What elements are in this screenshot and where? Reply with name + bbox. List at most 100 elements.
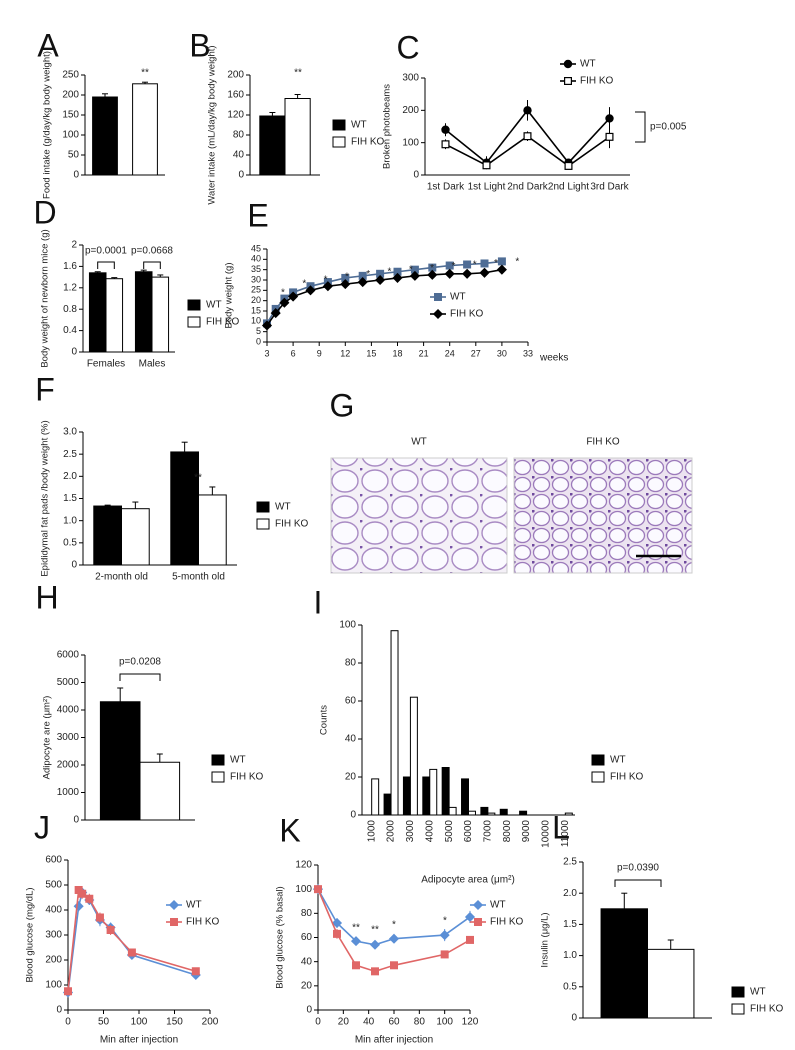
annotation: **: [352, 923, 360, 934]
y-tick-label: 0.5: [563, 981, 577, 992]
y-axis-label: Insulin (μg/L): [540, 912, 551, 967]
y-tick-label: 400: [45, 905, 62, 916]
annotation: *: [430, 263, 434, 274]
bar: [88, 272, 107, 353]
y-axis-label: Body weight of newborn mice (g): [40, 229, 51, 367]
annotation: *: [392, 920, 396, 931]
panel-letter: B: [189, 27, 210, 63]
y-tick-label: 45: [251, 243, 261, 253]
marker: [331, 917, 343, 929]
x-tick-label: 4000: [424, 820, 435, 843]
panel-letter: D: [33, 194, 56, 230]
y-tick-label: 0: [73, 170, 79, 181]
y-tick-label: 2000: [57, 760, 80, 771]
marker: [497, 257, 506, 266]
marker: [369, 939, 381, 950]
y-tick-label: 200: [45, 955, 62, 966]
y-tick-label: 0: [571, 1013, 577, 1024]
marker: [523, 106, 532, 115]
legend-label: WT: [750, 987, 766, 998]
y-tick-label: 120: [227, 110, 244, 121]
legend-swatch: [332, 136, 346, 148]
x-tick-label: 2000: [386, 820, 397, 843]
y-tick-label: 30: [251, 274, 261, 284]
marker: [279, 297, 290, 308]
legend-label: FIH KO: [490, 917, 524, 928]
x-tick-label: Males: [139, 359, 166, 370]
marker: [63, 987, 72, 996]
marker: [73, 901, 84, 912]
bar: [600, 908, 648, 1019]
legend-label: WT: [230, 755, 246, 766]
y-tick-label: 35: [251, 264, 261, 274]
panel-letter: H: [35, 579, 58, 615]
marker: [523, 132, 532, 141]
marker: [439, 930, 450, 941]
y-tick-label: 1.6: [63, 261, 77, 272]
y-tick-label: 20: [345, 772, 357, 783]
annotation: *: [515, 257, 519, 268]
annotation: *: [494, 258, 498, 269]
bar: [198, 494, 227, 566]
y-tick-label: 80: [301, 908, 313, 919]
y-tick-label: 80: [233, 130, 245, 141]
y-tick-label: 250: [62, 70, 79, 81]
legend-swatch: [187, 316, 201, 328]
legend-label: WT: [186, 900, 202, 911]
y-tick-label: 40: [251, 254, 261, 264]
x-tick-label: 11000: [560, 820, 571, 848]
marker: [427, 269, 438, 280]
marker: [392, 272, 403, 283]
marker: [371, 967, 380, 976]
y-axis-label: Blood glucose (% basal): [275, 886, 286, 988]
legend-marker: [563, 59, 573, 69]
y-tick-label: 2: [71, 240, 77, 251]
y-axis-label: Food intake (g/day/kg body weight): [42, 51, 53, 199]
bar: [422, 776, 431, 816]
legend-label: WT: [206, 300, 222, 311]
marker: [340, 279, 351, 290]
bar: [564, 812, 573, 816]
x-tick-label: 40: [363, 1017, 375, 1028]
annotation: p=0.0001: [85, 246, 127, 257]
y-tick-label: 0: [306, 1005, 312, 1016]
y-tick-label: 20: [301, 980, 313, 991]
panel-letter: I: [314, 584, 323, 620]
x-tick-label: 60: [388, 1017, 400, 1028]
y-tick-label: 1.5: [63, 493, 77, 504]
marker: [333, 929, 342, 938]
x-tick-label: 1st Dark: [427, 182, 465, 193]
legend-label: FIH KO: [230, 772, 264, 783]
bar: [121, 508, 150, 566]
marker: [482, 161, 491, 170]
panel-letter: G: [330, 387, 355, 423]
y-tick-label: 0.8: [63, 304, 77, 315]
legend-swatch: [211, 771, 225, 783]
legend-marker: [474, 917, 483, 926]
bar: [647, 948, 695, 1019]
annotation: **: [194, 473, 202, 484]
x-tick-label: 2nd Dark: [507, 182, 549, 193]
annotation: *: [324, 274, 328, 285]
histology-image: [513, 457, 693, 574]
bar: [132, 83, 158, 176]
legend-label: FIH KO: [750, 1004, 784, 1015]
annotation: **: [294, 68, 302, 79]
marker: [191, 967, 200, 976]
y-tick-label: 3000: [57, 732, 80, 743]
panel-letter: J: [34, 809, 50, 845]
x-tick-label: 50: [98, 1017, 110, 1028]
y-tick-label: 50: [68, 150, 80, 161]
bar: [461, 778, 469, 816]
y-tick-label: 0: [56, 1005, 62, 1016]
legend-label: FIH KO: [206, 317, 240, 328]
bar: [99, 701, 141, 821]
x-tick-label: 150: [166, 1017, 183, 1028]
y-tick-label: 2.5: [63, 449, 77, 460]
bar: [134, 271, 153, 353]
y-tick-label: 10: [251, 316, 261, 326]
y-tick-label: 500: [45, 880, 62, 891]
bar: [383, 793, 392, 816]
marker: [127, 948, 136, 957]
x-tick-label: 0: [65, 1017, 71, 1028]
